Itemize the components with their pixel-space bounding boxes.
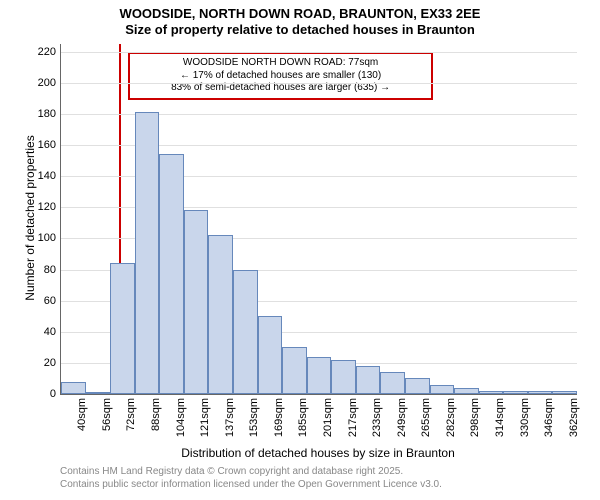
x-tick-label: 298sqm — [469, 398, 481, 437]
chart-title-line1: WOODSIDE, NORTH DOWN ROAD, BRAUNTON, EX3… — [0, 0, 600, 22]
histogram-bar — [331, 360, 356, 394]
y-tick-label: 40 — [44, 326, 56, 338]
histogram-bar — [110, 263, 135, 394]
x-tick-label: 137sqm — [224, 398, 236, 437]
x-tick-label: 88sqm — [150, 398, 162, 431]
histogram-bar — [479, 391, 504, 394]
annotation-line2: ← 17% of detached houses are smaller (13… — [142, 70, 419, 83]
x-axis-label: Distribution of detached houses by size … — [60, 446, 576, 460]
y-tick-label: 80 — [44, 264, 56, 276]
histogram-bar — [356, 366, 381, 394]
histogram-bar — [282, 347, 307, 394]
histogram-bar — [184, 210, 209, 394]
x-tick-label: 72sqm — [125, 398, 137, 431]
y-tick-label: 20 — [44, 357, 56, 369]
y-axis-label: Number of detached properties — [23, 118, 37, 318]
x-tick-label: 314sqm — [494, 398, 506, 437]
histogram-bar — [430, 385, 455, 394]
annotation-line3: 83% of semi-detached houses are larger (… — [142, 82, 419, 95]
histogram-bar — [380, 372, 405, 394]
y-tick-label: 0 — [50, 388, 56, 400]
y-tick-label: 220 — [38, 46, 56, 58]
x-tick-label: 233sqm — [371, 398, 383, 437]
histogram-bar — [258, 316, 283, 394]
x-tick-label: 217sqm — [347, 398, 359, 437]
x-tick-label: 330sqm — [519, 398, 531, 437]
x-tick-label: 40sqm — [76, 398, 88, 431]
annotation-box: WOODSIDE NORTH DOWN ROAD: 77sqm ← 17% of… — [128, 52, 433, 100]
y-tick-label: 120 — [38, 201, 56, 213]
y-tick-label: 60 — [44, 295, 56, 307]
x-tick-label: 169sqm — [273, 398, 285, 437]
histogram-bar — [503, 391, 528, 394]
histogram-bar — [454, 388, 479, 394]
gridline — [61, 52, 577, 53]
histogram-bar — [307, 357, 332, 394]
histogram-bar — [86, 392, 111, 394]
plot-area: WOODSIDE NORTH DOWN ROAD: 77sqm ← 17% of… — [60, 44, 577, 395]
x-tick-label: 56sqm — [101, 398, 113, 431]
x-tick-label: 249sqm — [396, 398, 408, 437]
x-tick-label: 153sqm — [248, 398, 260, 437]
gridline — [61, 83, 577, 84]
histogram-bar — [208, 235, 233, 394]
histogram-bar — [552, 391, 577, 394]
histogram-bar — [159, 154, 184, 394]
y-tick-label: 140 — [38, 170, 56, 182]
histogram-bar — [405, 378, 430, 394]
x-tick-label: 282sqm — [445, 398, 457, 437]
x-tick-label: 346sqm — [543, 398, 555, 437]
histogram-bar — [233, 270, 258, 394]
x-tick-label: 265sqm — [420, 398, 432, 437]
x-tick-label: 121sqm — [199, 398, 211, 437]
y-tick-label: 160 — [38, 139, 56, 151]
x-tick-label: 185sqm — [297, 398, 309, 437]
x-tick-label: 201sqm — [322, 398, 334, 437]
x-tick-label: 362sqm — [568, 398, 580, 437]
annotation-line1: WOODSIDE NORTH DOWN ROAD: 77sqm — [142, 57, 419, 70]
footer-text: Contains HM Land Registry data © Crown c… — [60, 466, 442, 491]
histogram-bar — [528, 391, 553, 394]
chart-container: WOODSIDE, NORTH DOWN ROAD, BRAUNTON, EX3… — [0, 0, 600, 500]
y-tick-label: 100 — [38, 232, 56, 244]
footer-line2: Contains public sector information licen… — [60, 479, 442, 492]
footer-line1: Contains HM Land Registry data © Crown c… — [60, 466, 442, 479]
histogram-bar — [135, 112, 160, 394]
x-tick-label: 104sqm — [175, 398, 187, 437]
histogram-bar — [61, 382, 86, 394]
chart-title-line2: Size of property relative to detached ho… — [0, 22, 600, 38]
y-tick-label: 180 — [38, 108, 56, 120]
y-tick-label: 200 — [38, 77, 56, 89]
